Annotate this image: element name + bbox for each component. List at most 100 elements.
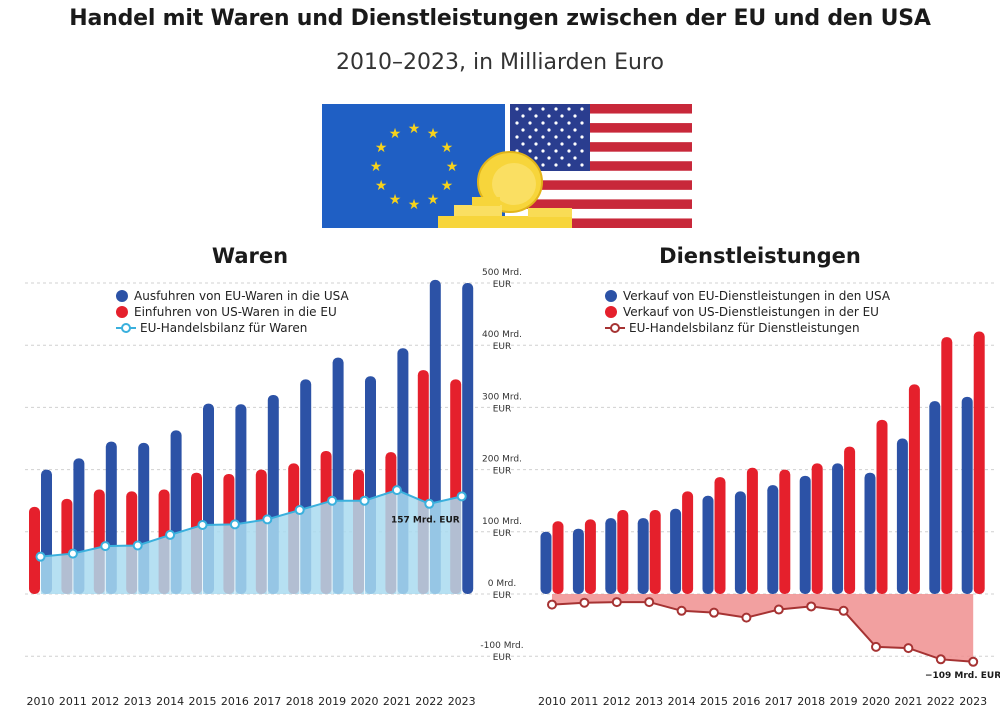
- blue-dot-icon: [605, 290, 617, 302]
- us-star-icon: [528, 149, 532, 153]
- balance-point: [197, 519, 208, 530]
- us-star-icon: [534, 156, 538, 160]
- y-tick-label: EUR: [493, 591, 512, 601]
- y-tick-label: EUR: [493, 404, 512, 414]
- balance-point: [229, 519, 240, 530]
- us-stripe: [510, 123, 692, 133]
- bar-blue: [734, 491, 746, 594]
- bar-blue: [832, 463, 844, 594]
- bar-blue: [462, 283, 474, 594]
- x-tick-label: 2017: [253, 695, 281, 708]
- eu-star-icon: ★: [441, 140, 454, 156]
- bar-blue: [929, 401, 941, 594]
- x-tick-label: 2019: [318, 695, 346, 708]
- us-star-icon: [515, 135, 519, 139]
- legend-item: Verkauf von US-Dienstleistungen in der E…: [605, 304, 890, 320]
- us-star-icon: [521, 114, 525, 118]
- us-star-icon: [541, 135, 545, 139]
- x-tick-label: 2020: [351, 695, 379, 708]
- us-star-icon: [541, 121, 545, 125]
- eu-star-icon: ★: [389, 192, 402, 208]
- goods-chart: 157 Mrd. EUR: [29, 279, 474, 594]
- bar-red: [811, 463, 823, 594]
- us-stripe: [510, 180, 692, 190]
- y-tick-label: 0 Mrd.: [488, 579, 516, 589]
- us-star-icon: [547, 114, 551, 118]
- balance-point: [676, 605, 687, 616]
- balance-point: [100, 541, 111, 552]
- y-tick-label: EUR: [493, 280, 512, 290]
- bar-blue: [767, 485, 779, 594]
- us-star-icon: [554, 135, 558, 139]
- balance-point: [359, 495, 370, 506]
- bar-red: [973, 331, 985, 594]
- x-tick-label: 2020: [862, 695, 890, 708]
- legend-label: Verkauf von EU-Dienstleistungen in den U…: [623, 289, 891, 303]
- balance-point: [806, 601, 817, 612]
- services-legend: Verkauf von EU-Dienstleistungen in den U…: [605, 288, 890, 336]
- balance-point: [262, 514, 273, 525]
- bar-blue: [896, 438, 908, 594]
- us-star-icon: [573, 128, 577, 132]
- us-stripe: [510, 104, 692, 114]
- x-tick-label: 2013: [635, 695, 663, 708]
- x-tick-label: 2012: [603, 695, 631, 708]
- us-star-icon: [573, 156, 577, 160]
- x-tick-label: 2015: [189, 695, 217, 708]
- y-tick-label: 400 Mrd.: [482, 330, 522, 340]
- us-star-icon: [534, 128, 538, 132]
- us-star-icon: [573, 142, 577, 146]
- legend-label: EU-Handelsbilanz für Waren: [140, 321, 308, 335]
- x-tick-label: 2022: [927, 695, 955, 708]
- x-tick-label: 2019: [830, 695, 858, 708]
- blue-dot-icon: [116, 290, 128, 302]
- us-star-icon: [580, 107, 584, 111]
- balance-point: [644, 597, 655, 608]
- us-star-icon: [528, 121, 532, 125]
- balance-point: [67, 548, 78, 559]
- y-tick-label: EUR: [493, 467, 512, 477]
- x-tick-label: 2018: [797, 695, 825, 708]
- x-tick-label: 2010: [27, 695, 55, 708]
- x-axis: 2010 2011 2012 2013 2014 2015 2016 2017 2018 2019…: [27, 695, 988, 708]
- bar-red: [714, 477, 726, 594]
- legend-label: Ausfuhren von EU-Waren in die USA: [134, 289, 349, 303]
- us-star-icon: [541, 149, 545, 153]
- eu-stars: ★ ★★★★★★★★★★★: [370, 121, 459, 213]
- eu-star-icon: ★: [446, 159, 459, 175]
- bar-red: [682, 491, 694, 594]
- us-star-icon: [515, 107, 519, 111]
- us-star-icon: [560, 114, 564, 118]
- legend-label: EU-Handelsbilanz für Dienstleistungen: [629, 321, 860, 335]
- services-chart-title: Dienstleistungen: [659, 244, 861, 268]
- darkred-line-marker-icon: [605, 323, 625, 333]
- balance-point: [773, 604, 784, 615]
- bar-blue: [540, 531, 552, 594]
- balance-point: [611, 597, 622, 608]
- x-tick-label: 2016: [221, 695, 249, 708]
- us-flag: [510, 104, 692, 228]
- balance-point: [935, 654, 946, 665]
- us-star-icon: [547, 156, 551, 160]
- x-tick-label: 2014: [156, 695, 184, 708]
- legend-label: Verkauf von US-Dienstleistungen in der E…: [623, 305, 879, 319]
- lightblue-line-marker-icon: [116, 323, 136, 333]
- balance-point: [903, 643, 914, 654]
- balance-point: [424, 498, 435, 509]
- us-star-icon: [567, 121, 571, 125]
- balance-point: [456, 491, 467, 502]
- bar-blue: [670, 508, 682, 594]
- bar-blue: [572, 528, 584, 594]
- bar-red: [649, 510, 661, 594]
- us-stripe: [510, 199, 692, 209]
- legend-item: Verkauf von EU-Dienstleistungen in den U…: [605, 288, 890, 304]
- x-tick-label: 2015: [700, 695, 728, 708]
- bar-red: [584, 519, 596, 594]
- y-tick-label: -100 Mrd.: [480, 641, 523, 651]
- red-dot-icon: [605, 306, 617, 318]
- eu-star-icon: ★: [441, 178, 454, 194]
- balance-line: [40, 489, 462, 558]
- us-star-icon: [528, 107, 532, 111]
- x-tick-label: 2014: [668, 695, 696, 708]
- bar-red: [941, 337, 953, 594]
